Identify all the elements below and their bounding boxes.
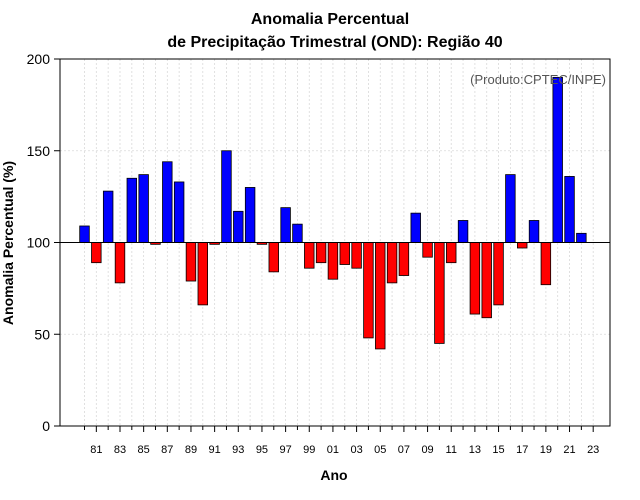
bar-98 [292, 223, 303, 243]
bar-02 [339, 242, 350, 265]
chart-title-line2: de Precipitação Trimestral (OND): Região… [167, 34, 502, 51]
x-tick-label: 17 [516, 444, 528, 456]
x-tick-label: 05 [374, 444, 386, 456]
bar-08 [410, 212, 421, 243]
bar-20 [552, 76, 563, 243]
bar-99 [304, 242, 315, 269]
y-axis-label: Anomalia Percentual (%) [0, 161, 16, 325]
x-tick-label: 91 [209, 444, 221, 456]
x-tick-label: 19 [540, 444, 552, 456]
bar-06 [386, 242, 398, 284]
bar-82 [102, 190, 114, 243]
x-tick-label: 15 [492, 444, 504, 456]
x-tick-label: 99 [303, 444, 315, 456]
x-axis-label: Ano [320, 467, 347, 483]
bar-80 [79, 225, 90, 243]
x-tick-label: 23 [587, 444, 599, 456]
x-tick-label: 87 [161, 444, 173, 456]
bar-90 [197, 242, 209, 306]
bar-15 [493, 242, 504, 306]
bar-83 [114, 242, 126, 284]
y-tick-label: 100 [27, 235, 51, 251]
source-annotation: (Produto:CPTEC/INPE) [470, 72, 606, 87]
bar-94 [244, 187, 256, 243]
chart-title-line1: Anomalia Percentual [251, 11, 409, 28]
y-tick-label: 0 [42, 418, 50, 434]
x-tick-label: 97 [279, 444, 291, 456]
y-tick-label: 50 [34, 326, 50, 342]
x-tick-label: 11 [446, 444, 457, 456]
bar-09 [422, 242, 433, 258]
x-tick-label: 07 [398, 444, 410, 456]
bar-96 [268, 242, 279, 273]
bar-88 [173, 181, 185, 243]
x-tick-label: 95 [256, 444, 268, 456]
x-tick-label: 89 [185, 444, 197, 456]
bars-group [79, 76, 587, 350]
bar-12 [457, 220, 469, 243]
bar-18 [528, 220, 540, 243]
bar-16 [505, 174, 516, 243]
bar-21 [564, 176, 575, 243]
x-tick-label: 21 [563, 444, 575, 456]
grid-lines [60, 58, 610, 427]
x-tick-label: 13 [469, 444, 481, 456]
bar-87 [162, 161, 173, 243]
bar-97 [280, 207, 291, 243]
bar-07 [398, 242, 410, 276]
y-axis: 0 50 100 150 200 [27, 51, 60, 434]
bar-10 [434, 242, 445, 344]
bar-17 [517, 242, 528, 249]
x-tick-label: 83 [114, 444, 126, 456]
bar-93 [233, 210, 244, 243]
bar-89 [185, 242, 197, 282]
x-tick-label: 85 [138, 444, 150, 456]
bar-13 [469, 242, 481, 315]
bar-81 [91, 242, 102, 264]
bar-22 [576, 232, 587, 243]
bar-14 [481, 242, 492, 319]
bar-03 [351, 242, 362, 269]
x-tick-label: 09 [421, 444, 433, 456]
bar-84 [126, 177, 138, 243]
bar-11 [446, 242, 457, 264]
bar-00 [315, 242, 327, 264]
x-tick-label: 81 [90, 444, 102, 456]
y-tick-label: 150 [27, 143, 51, 159]
bar-85 [138, 174, 149, 243]
bar-04 [363, 242, 374, 339]
y-tick-label: 200 [27, 51, 51, 67]
bar-05 [375, 242, 386, 350]
x-tick-label: 01 [327, 444, 339, 456]
x-tick-label: 03 [350, 444, 362, 456]
x-axis: 81 83 85 87 89 91 93 95 97 99 01 03 05 07 09 11 13 15 17 19… [84, 426, 599, 456]
bar-01 [327, 242, 339, 280]
x-tick-label: 93 [232, 444, 244, 456]
bar-92 [221, 150, 232, 243]
bar-19 [540, 242, 552, 286]
